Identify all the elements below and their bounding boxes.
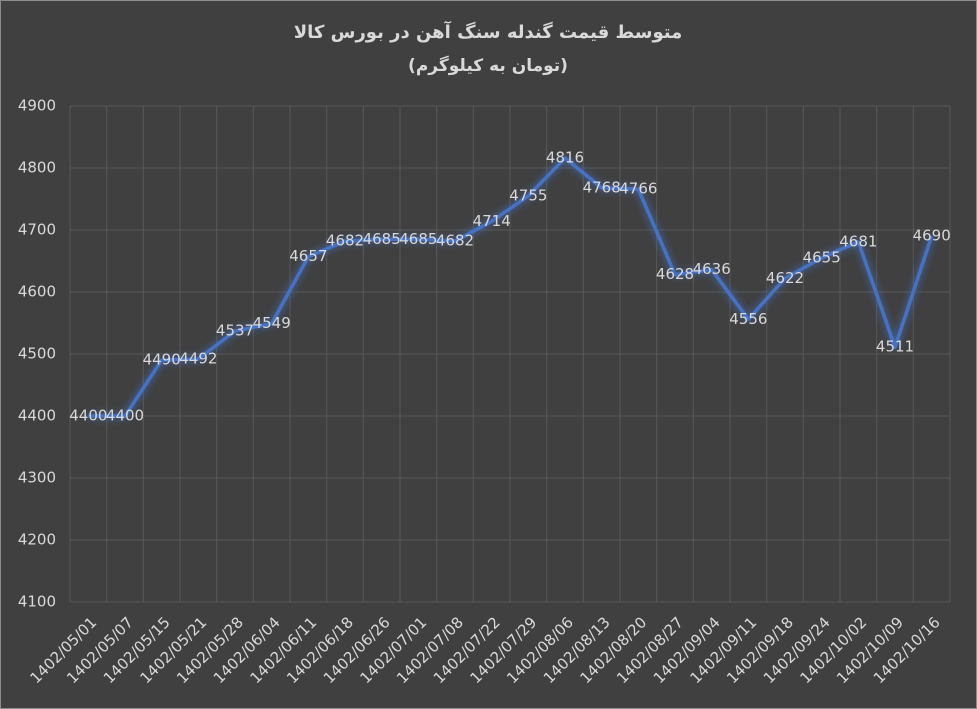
- y-tick-label: 4700: [18, 221, 56, 239]
- data-line: [88, 156, 934, 418]
- y-tick-label: 4200: [18, 531, 56, 549]
- y-tick-label: 4900: [18, 97, 56, 115]
- data-label: 4556: [729, 310, 767, 328]
- data-label: 4755: [509, 186, 547, 204]
- data-label: 4682: [326, 232, 364, 250]
- data-label: 4549: [253, 314, 291, 332]
- data-label: 4537: [216, 322, 254, 340]
- data-label: 4400: [69, 407, 107, 425]
- data-label: 4628: [656, 265, 694, 283]
- y-tick-label: 4300: [18, 469, 56, 487]
- data-label: 4766: [619, 180, 657, 198]
- y-tick-label: 4600: [18, 283, 56, 301]
- data-label: 4490: [143, 351, 181, 369]
- y-tick-label: 4400: [18, 407, 56, 425]
- data-label: 4511: [876, 338, 914, 356]
- data-label: 4714: [473, 212, 511, 230]
- data-label: 4657: [289, 247, 327, 265]
- y-tick-label: 4100: [18, 593, 56, 611]
- chart-subtitle: (تومان به کیلوگرم): [408, 55, 568, 76]
- chart-title: متوسط قیمت گندله سنگ آهن در بورس کالا: [294, 20, 683, 43]
- data-label: 4400: [106, 407, 144, 425]
- data-label: 4681: [839, 232, 877, 250]
- data-label: 4682: [436, 232, 474, 250]
- data-label: 4690: [913, 227, 951, 245]
- data-label: 4816: [546, 149, 584, 167]
- y-tick-label: 4500: [18, 345, 56, 363]
- data-label: 4685: [363, 230, 401, 248]
- data-label: 4655: [803, 248, 841, 266]
- data-label: 4685: [399, 230, 437, 248]
- data-label: 4768: [583, 178, 621, 196]
- data-label: 4636: [693, 260, 731, 278]
- data-label: 4622: [766, 269, 804, 287]
- data-label: 4492: [179, 349, 217, 367]
- y-tick-label: 4800: [18, 159, 56, 177]
